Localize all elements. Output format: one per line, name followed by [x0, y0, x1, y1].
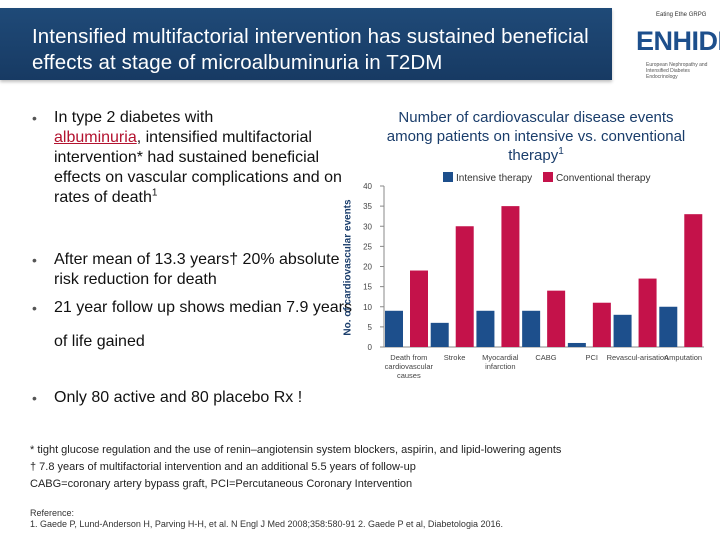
bar-intensive-0	[385, 310, 403, 347]
bar-conventional-5	[638, 278, 657, 347]
bar-intensive-2	[476, 310, 495, 347]
bullet-dot: •	[32, 110, 37, 126]
bar-intensive-1	[430, 322, 449, 347]
x-tick-label: Stroke	[444, 353, 466, 362]
title-band: Intensified multifactorial intervention …	[0, 8, 612, 80]
y-tick-label: 5	[368, 323, 373, 332]
bullet-dot: •	[32, 252, 37, 268]
legend-swatch-conventional	[542, 172, 553, 182]
footnote-2: † 7.8 years of multifactorial interventi…	[30, 461, 416, 473]
bullet-2-text: After mean of 13.3 years† 20% absolute r…	[54, 251, 340, 288]
y-tick-label: 40	[363, 182, 372, 191]
bar-intensive-6	[659, 306, 678, 347]
slide-header: Intensified multifactorial intervention …	[0, 0, 720, 80]
x-tick-label: Amputation	[664, 353, 702, 362]
legend-swatch-intensive	[443, 172, 453, 182]
bullet-dot: •	[32, 300, 37, 316]
bar-conventional-6	[684, 214, 703, 347]
albuminuria-link[interactable]: albuminuria	[54, 129, 137, 146]
bar-intensive-5	[613, 314, 632, 347]
chart-legend: Intensive therapy Conventional therapy	[443, 172, 658, 184]
x-tick-label: Myocardial infarction	[482, 353, 519, 371]
bar-intensive-4	[567, 342, 586, 347]
bar-conventional-2	[501, 206, 520, 347]
x-tick-label: PCI	[585, 353, 598, 362]
bullet-1-text-b: , intensified multifactorial interventio…	[54, 129, 342, 206]
y-tick-label: 0	[368, 343, 373, 352]
y-tick-label: 35	[363, 202, 372, 211]
y-tick-label: 10	[363, 303, 372, 312]
slide-title: Intensified multifactorial intervention …	[32, 25, 589, 74]
y-tick-label: 20	[363, 263, 372, 272]
legend-label-conventional: Conventional therapy	[555, 173, 651, 184]
bar-conventional-1	[455, 226, 474, 347]
footnotes: * tight glucose regulation and the use o…	[30, 442, 690, 493]
bullet-1-text-a: In type 2 diabetes with	[54, 109, 214, 126]
x-tick-label: Death from cardiovascular causes	[385, 353, 434, 380]
legend-item-intensive: Intensive therapy	[443, 172, 532, 184]
bullet-4-text: Only 80 active and 80 placebo Rx !	[54, 389, 303, 406]
bullet-3-text: 21 year follow up shows median 7.9 years…	[54, 299, 352, 350]
bar-conventional-0	[410, 270, 428, 347]
x-tick-label: CABG	[535, 353, 556, 362]
x-tick-label: Revascul-arisation	[607, 353, 669, 362]
y-tick-label: 15	[363, 283, 372, 292]
bar-conventional-3	[547, 290, 566, 347]
bar-intensive-3	[522, 310, 541, 347]
legend-label-intensive: Intensive therapy	[456, 173, 533, 184]
y-tick-label: 30	[363, 222, 372, 231]
chart-title-citation: 1	[558, 146, 564, 157]
footnote-1: * tight glucose regulation and the use o…	[30, 444, 562, 456]
chart-title: Number of cardiovascular disease events …	[386, 109, 686, 164]
reference-text: 1. Gaede P, Lund-Anderson H, Parving H-H…	[30, 519, 503, 529]
bullet-1-citation: 1	[151, 187, 158, 199]
bar-conventional-4	[592, 302, 611, 347]
footnote-3: CABG=coronary artery bypass graft, PCI=P…	[30, 478, 413, 490]
legend-item-conventional: Conventional therapy	[542, 172, 651, 184]
reference-block: Reference: 1. Gaede P, Lund-Anderson H, …	[30, 508, 690, 530]
logo-subtitle: European Nephropathy and Intensified Dia…	[646, 62, 708, 80]
y-tick-label: 25	[363, 242, 372, 251]
bullet-dot: •	[32, 390, 37, 406]
cv-events-bar-chart: 0 5 10 15 20 25 30 35 40 Death from cardiovascular…	[363, 182, 704, 380]
reference-label: Reference:	[30, 508, 75, 518]
logo-top-text: Eating Ethe GRPG	[656, 12, 707, 18]
